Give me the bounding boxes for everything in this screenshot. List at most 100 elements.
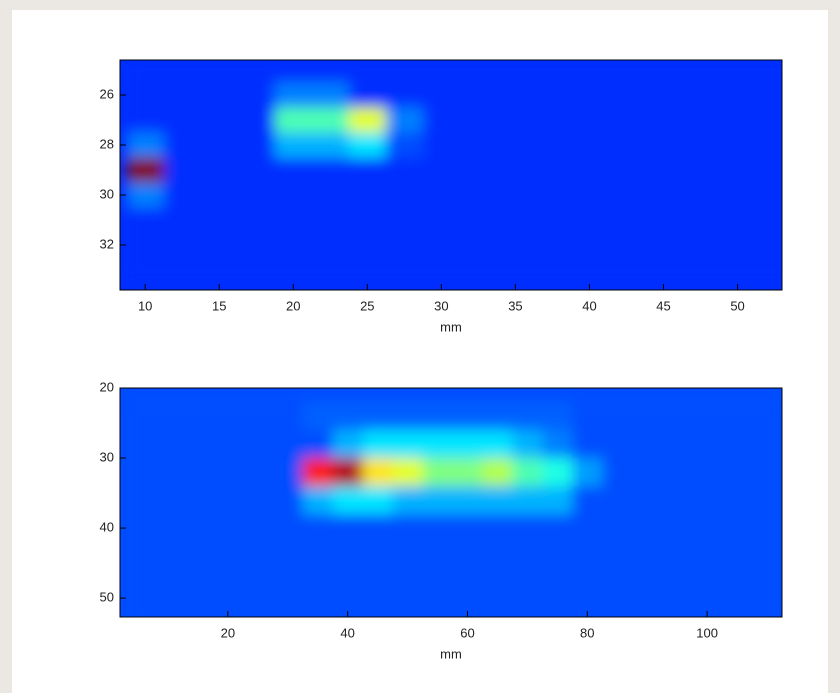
heat-cell <box>362 402 394 432</box>
heat-cell <box>645 207 684 234</box>
heat-cell <box>362 514 394 544</box>
heat-cell <box>122 514 154 544</box>
heat-cell <box>452 430 484 460</box>
heat-cell <box>152 402 184 432</box>
heat-cell <box>348 232 387 259</box>
axes-frame <box>119 59 783 291</box>
heat-cell <box>512 514 544 544</box>
heat-cell <box>422 182 461 209</box>
heat-cell <box>682 207 721 234</box>
heat-cell <box>756 107 782 134</box>
heat-cell <box>570 60 609 84</box>
x-tick-label: 20 <box>221 625 235 640</box>
heat-cell <box>332 570 364 600</box>
x-tick-label: 40 <box>582 298 596 313</box>
heat-cell <box>332 430 364 460</box>
heat-cell <box>572 402 604 432</box>
heat-cell <box>200 157 239 184</box>
heat-cell <box>459 157 498 184</box>
heat-cell <box>182 514 214 544</box>
y-tick-label: 20 <box>100 379 114 394</box>
heat-cell <box>126 107 165 134</box>
heat-cell <box>756 207 782 234</box>
heat-cell <box>570 232 609 259</box>
heat-cell <box>756 82 782 109</box>
heat-cell <box>570 157 609 184</box>
heat-cell <box>719 132 758 159</box>
heat-cell <box>237 257 276 284</box>
heat-cell <box>122 598 154 617</box>
heat-cell <box>607 107 647 134</box>
axes-frame <box>119 387 783 618</box>
heat-cell <box>311 107 350 134</box>
heat-cell <box>182 486 214 516</box>
heat-cell <box>302 486 334 516</box>
heat-cell <box>459 60 498 84</box>
heat-cell <box>692 458 724 488</box>
heat-cell <box>126 132 165 159</box>
heat-cell <box>385 232 424 259</box>
heat-cell <box>212 458 244 488</box>
heat-cell <box>200 60 239 84</box>
x-tick-label: 40 <box>340 625 354 640</box>
heat-cell <box>212 402 244 432</box>
heat-cell <box>602 598 634 617</box>
heat-cell <box>632 514 664 544</box>
heat-cell <box>302 598 334 617</box>
heat-cell <box>722 486 754 516</box>
heat-cell <box>719 232 758 259</box>
heat-cell <box>602 486 634 516</box>
heat-cell <box>163 207 202 234</box>
heat-cell <box>572 542 604 572</box>
heat-cell <box>496 60 535 84</box>
heat-cell <box>602 570 634 600</box>
heat-cell <box>182 598 214 617</box>
heat-cell <box>422 570 454 600</box>
heat-cell <box>272 430 304 460</box>
heat-cell <box>311 132 350 159</box>
heat-cell <box>182 542 214 572</box>
heat-cell <box>242 486 274 516</box>
heat-cell <box>512 598 544 617</box>
heat-cell <box>392 402 424 432</box>
heat-cell <box>422 60 461 84</box>
heat-cell <box>752 458 782 488</box>
heat-cell <box>392 542 424 572</box>
heat-cell <box>719 60 758 84</box>
heat-cell <box>163 82 202 109</box>
heat-cell <box>722 570 754 600</box>
heat-cell <box>533 257 572 284</box>
heat-cell <box>752 430 782 460</box>
heat-cell <box>756 157 782 184</box>
heat-cell <box>362 570 394 600</box>
heat-cell <box>533 132 572 159</box>
heat-cell <box>422 458 454 488</box>
heat-cell <box>302 458 334 488</box>
heat-cell <box>482 598 514 617</box>
heat-cell <box>602 402 634 432</box>
heat-cell <box>422 157 461 184</box>
heat-cell <box>533 232 572 259</box>
heat-cell <box>163 157 202 184</box>
heat-cell <box>572 486 604 516</box>
heat-cell <box>496 82 535 109</box>
heat-cell <box>126 60 165 84</box>
heat-cell <box>482 570 514 600</box>
heat-cell <box>452 542 484 572</box>
heat-cell <box>332 542 364 572</box>
heat-cell <box>607 157 647 184</box>
heat-cell <box>392 598 424 617</box>
heat-cell <box>752 542 782 572</box>
heat-cell <box>607 60 647 84</box>
x-tick-label: 50 <box>730 298 744 313</box>
heat-cell <box>607 257 647 284</box>
heat-cell <box>362 458 394 488</box>
heat-cell <box>122 402 154 432</box>
heat-cell <box>242 542 274 572</box>
heat-cell <box>512 570 544 600</box>
heat-cell <box>302 542 334 572</box>
heat-cell <box>572 514 604 544</box>
heat-cell <box>422 486 454 516</box>
x-tick-label: 15 <box>212 298 226 313</box>
heat-cell <box>163 182 202 209</box>
